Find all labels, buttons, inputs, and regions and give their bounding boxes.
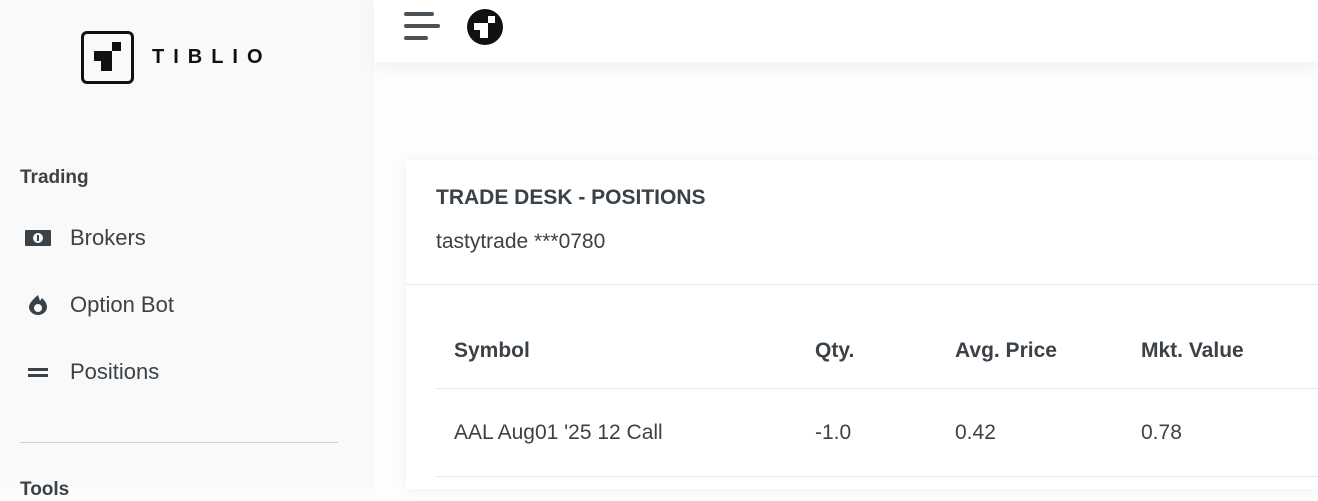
section-tools: Tools xyxy=(20,479,70,500)
sidebar-item-label: Positions xyxy=(70,359,160,384)
sidebar-item-label: Brokers xyxy=(70,225,146,250)
row-divider xyxy=(436,476,1318,477)
cell-mkt-value: 0.78 xyxy=(1141,421,1182,444)
money-bill-icon xyxy=(24,226,52,250)
header-avg-price[interactable]: Avg. Price xyxy=(955,339,1057,362)
equals-icon xyxy=(24,360,52,384)
logo-mark-icon xyxy=(81,31,134,84)
cell-symbol: AAL Aug01 '25 12 Call xyxy=(454,421,663,444)
cell-qty: -1.0 xyxy=(815,421,852,444)
positions-card: TRADE DESK - POSITIONS tastytrade ***078… xyxy=(406,160,1318,489)
card-divider xyxy=(406,284,1318,285)
cell-avg-price: 0.42 xyxy=(955,421,996,444)
sidebar-divider xyxy=(20,442,338,443)
fire-icon xyxy=(24,293,52,317)
sidebar-item-positions[interactable]: Positions xyxy=(24,359,159,385)
sidebar-item-label: Option Bot xyxy=(70,292,174,317)
brand-logo[interactable]: TIBLIO xyxy=(81,31,272,84)
tiblio-logo-icon[interactable] xyxy=(466,8,504,46)
account-label: tastytrade ***0780 xyxy=(436,230,606,253)
hamburger-menu-icon[interactable] xyxy=(404,12,442,42)
sidebar-item-brokers[interactable]: Brokers xyxy=(24,225,146,251)
header-symbol[interactable]: Symbol xyxy=(454,339,530,362)
header-mkt-value[interactable]: Mkt. Value xyxy=(1141,339,1244,362)
header-divider xyxy=(436,388,1318,389)
sidebar: TIBLIO Trading Brokers Option Bot Positi… xyxy=(0,0,374,500)
page-title: TRADE DESK - POSITIONS xyxy=(436,186,706,209)
brand-name: TIBLIO xyxy=(152,46,272,68)
sidebar-item-option-bot[interactable]: Option Bot xyxy=(24,292,174,318)
header-qty[interactable]: Qty. xyxy=(815,339,855,362)
top-bar xyxy=(374,0,1318,62)
section-trading: Trading xyxy=(20,167,89,188)
